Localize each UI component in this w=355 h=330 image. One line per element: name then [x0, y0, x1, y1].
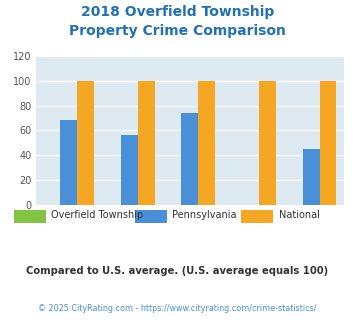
- Bar: [259, 81, 276, 205]
- Bar: [198, 81, 215, 205]
- Bar: [302, 149, 320, 205]
- Bar: [138, 81, 155, 205]
- Bar: [320, 81, 337, 205]
- Text: Compared to U.S. average. (U.S. average equals 100): Compared to U.S. average. (U.S. average …: [26, 266, 329, 276]
- Text: Property Crime Comparison: Property Crime Comparison: [69, 24, 286, 38]
- Text: 2018 Overfield Township: 2018 Overfield Township: [81, 5, 274, 19]
- Bar: [60, 120, 77, 205]
- Bar: [77, 81, 94, 205]
- Text: National: National: [279, 210, 320, 220]
- Text: © 2025 CityRating.com - https://www.cityrating.com/crime-statistics/: © 2025 CityRating.com - https://www.city…: [38, 304, 317, 313]
- Text: Overfield Township: Overfield Township: [51, 210, 144, 220]
- Bar: [121, 135, 138, 205]
- Text: Pennsylvania: Pennsylvania: [172, 210, 237, 220]
- Bar: [181, 113, 198, 205]
